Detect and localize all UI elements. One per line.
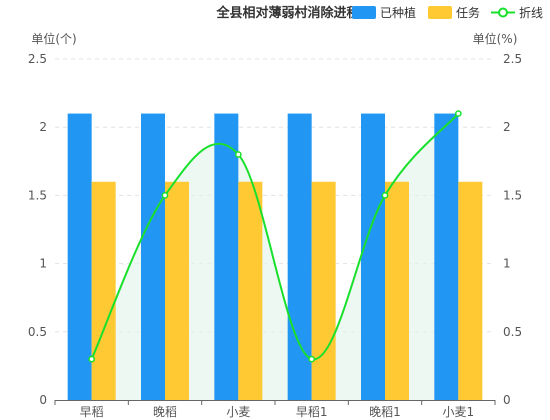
bar [91, 181, 116, 400]
axes: 0 0.5 1 1.5 2 2.5 0 0.5 1 1.5 2 2.5 早稻 晚稻 小麦 早稻1 晚稻1 小麦1 [28, 52, 522, 419]
bar [141, 113, 165, 400]
bar [361, 113, 385, 400]
legend-swatch-task [428, 6, 452, 19]
y-left-tick-label: 1 [39, 257, 47, 271]
y-right-axis-label: 单位(%) [473, 31, 518, 46]
y-left-tick-label: 0.5 [28, 325, 47, 339]
y-left-axis-label: 单位(个) [31, 31, 76, 46]
legend-label-line: 折线 [519, 5, 543, 20]
bar [287, 113, 312, 400]
chart-title: 全县相对薄弱村消除进程 [215, 5, 359, 21]
bar [385, 181, 409, 400]
x-tick-label: 早稻 [80, 405, 104, 419]
bar [67, 113, 92, 400]
y-right-tick-label: 0.5 [503, 325, 522, 339]
line-series [88, 110, 462, 363]
bar [214, 113, 239, 400]
line-point [381, 192, 389, 199]
y-right-tick-label: 1 [503, 257, 511, 271]
x-tick-label: 早稻1 [296, 405, 328, 419]
x-tick-label: 晚稻 [153, 405, 177, 419]
line-point [454, 110, 462, 117]
bar [238, 181, 263, 400]
line-point [161, 192, 169, 199]
y-right-tick-label: 1.5 [503, 188, 522, 202]
x-tick-label: 小麦1 [443, 405, 475, 419]
y-left-tick-label: 1.5 [28, 188, 47, 202]
x-tick-label: 晚稻1 [369, 405, 401, 419]
bar [458, 181, 483, 400]
legend-swatch-planted [352, 6, 376, 19]
y-right-tick-label: 0 [503, 393, 511, 407]
line-point [308, 355, 316, 363]
x-tick-label: 小麦 [226, 405, 250, 419]
y-left-tick-label: 2 [39, 120, 47, 134]
bar [434, 113, 459, 400]
y-right-tick-label: 2.5 [503, 52, 522, 66]
y-left-tick-label: 0 [39, 393, 47, 407]
bar [165, 181, 189, 400]
y-right-tick-label: 2 [503, 120, 511, 134]
line-point [88, 355, 96, 363]
line-point [234, 151, 242, 158]
legend-line-marker [498, 7, 508, 18]
legend: 已种植 任务 折线 [352, 5, 543, 20]
y-left-tick-label: 2.5 [28, 52, 47, 66]
legend-label-planted: 已种植 [380, 5, 416, 20]
bar [311, 181, 336, 400]
legend-label-task: 任务 [456, 5, 480, 20]
bar-series [67, 113, 483, 400]
